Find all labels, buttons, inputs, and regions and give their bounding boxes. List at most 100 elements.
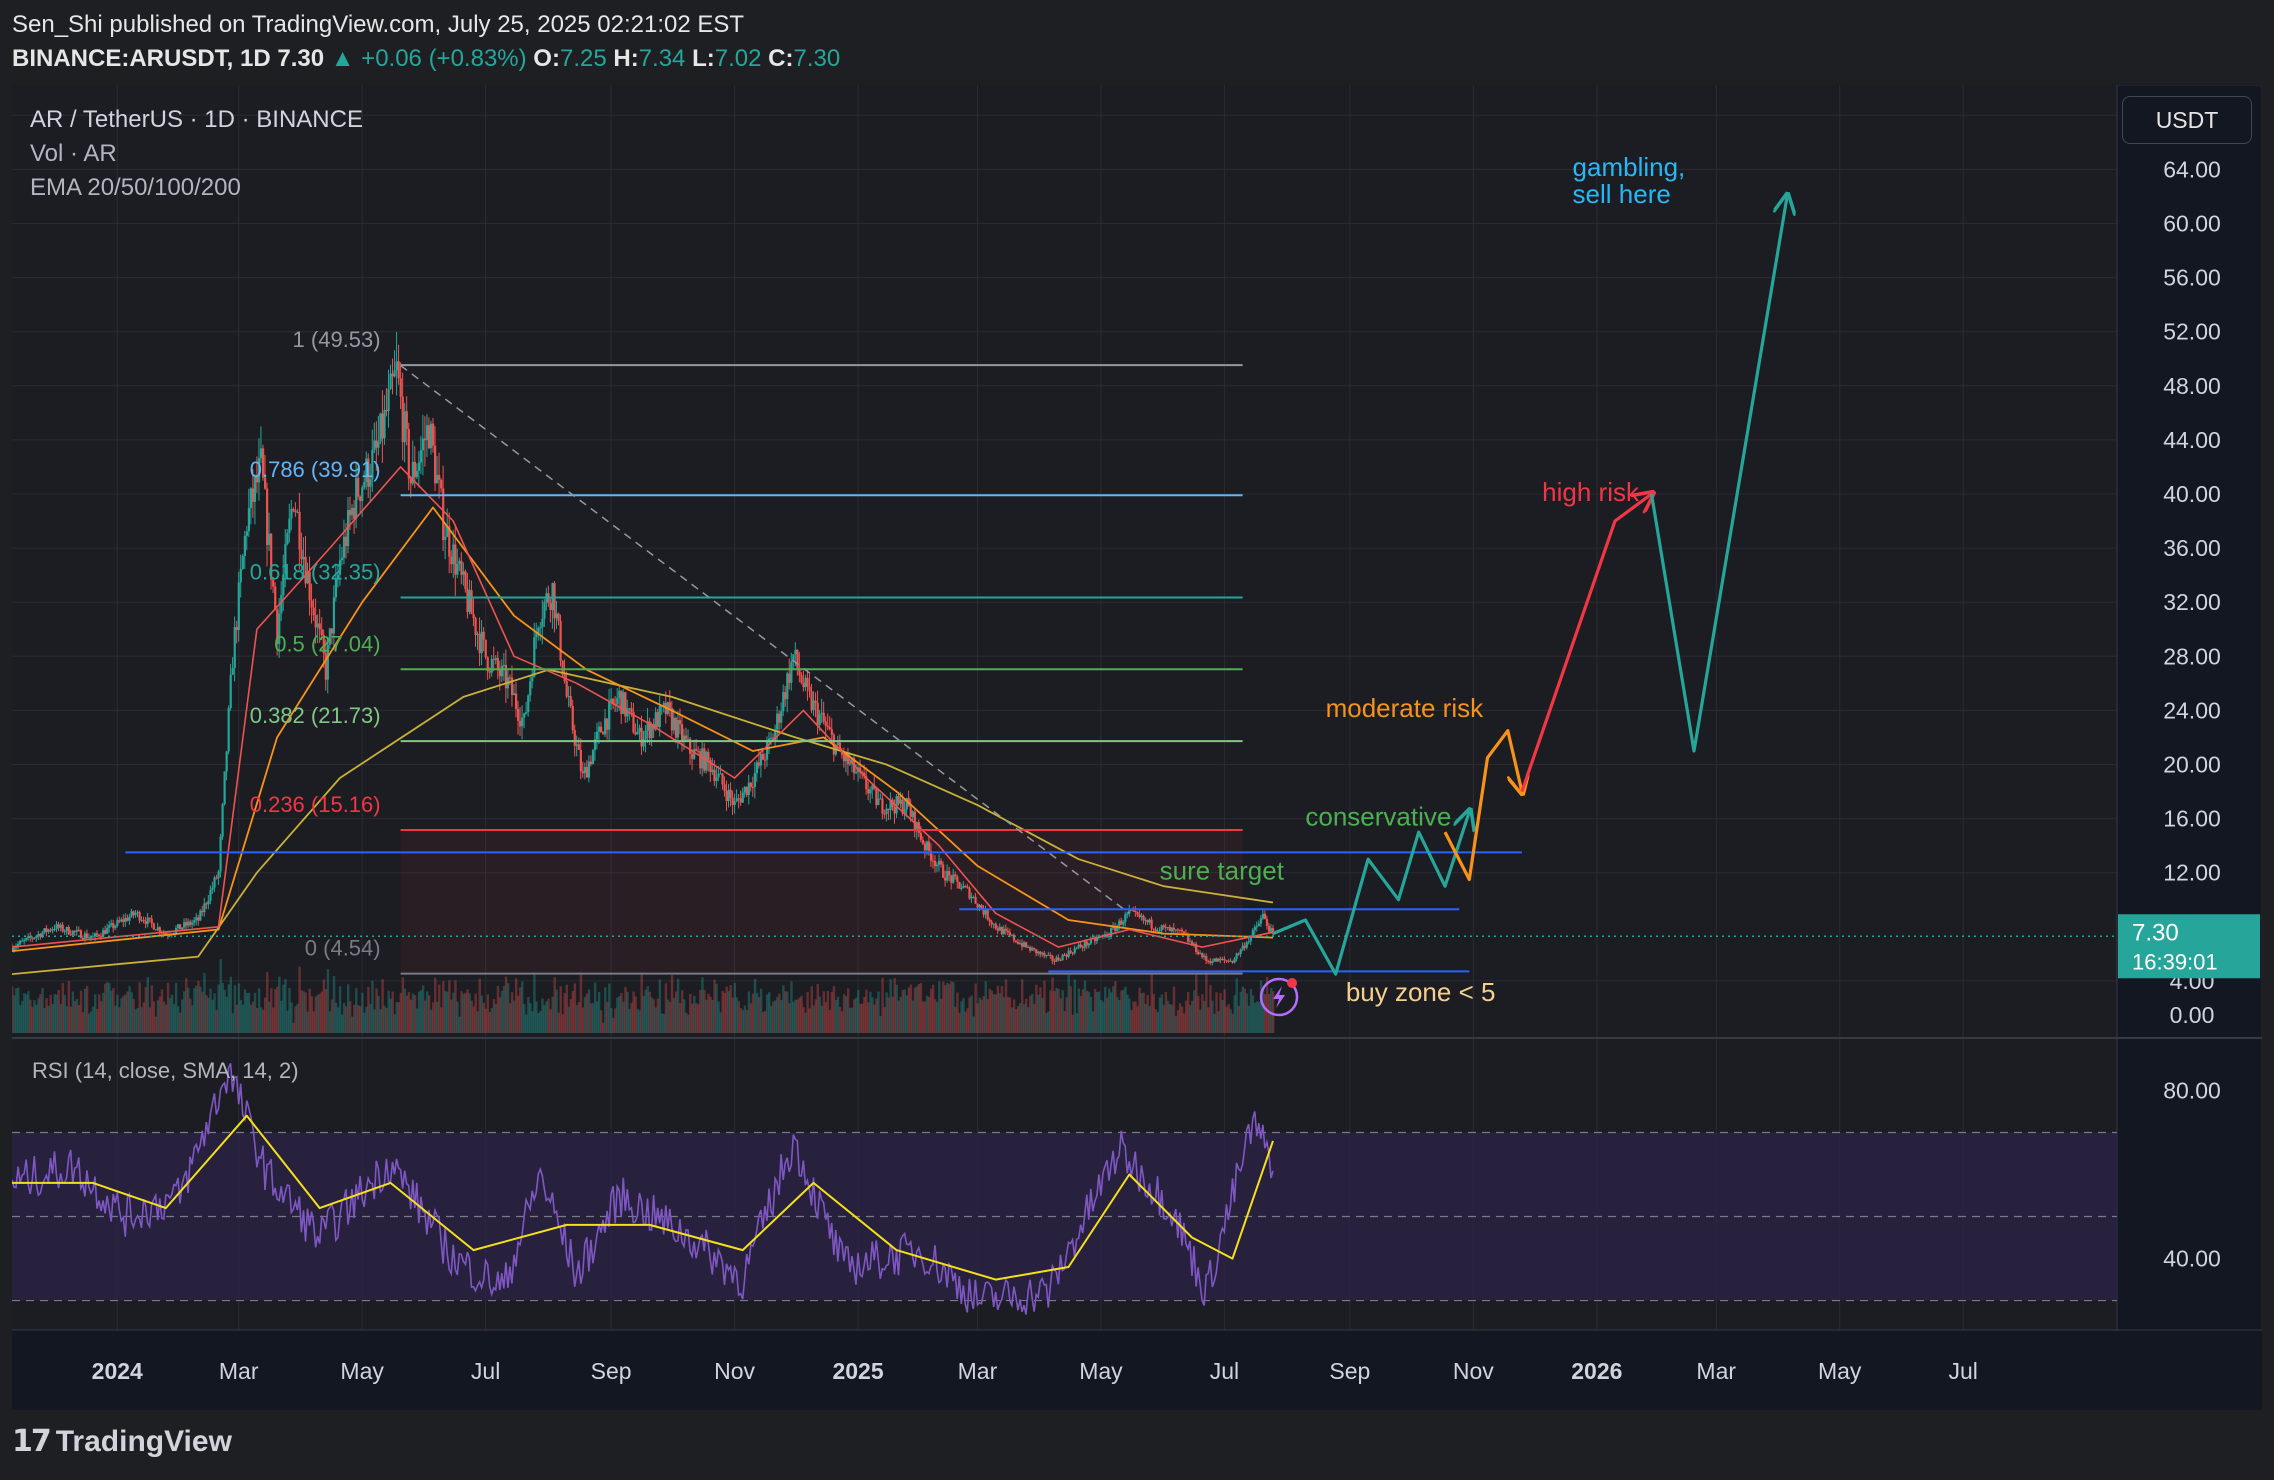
volume-bar <box>533 973 536 1033</box>
volume-bar <box>1219 993 1222 1033</box>
volume-bar <box>298 966 301 1033</box>
candle-body <box>324 653 327 680</box>
candle-body <box>925 841 929 851</box>
volume-bar <box>606 1001 609 1033</box>
volume-bar <box>1085 990 1089 1033</box>
volume-bar <box>897 1000 900 1033</box>
volume-bar <box>927 996 931 1033</box>
currency-unit-button[interactable]: USDT <box>2122 96 2252 144</box>
candle-body <box>610 698 613 702</box>
volume-bar <box>788 1003 791 1033</box>
candle-body <box>541 618 544 628</box>
candle-body <box>1142 915 1145 921</box>
candle-body <box>628 708 631 710</box>
volume-bar <box>1213 1013 1216 1033</box>
price-tick-label: 28.00 <box>2163 643 2221 669</box>
volume-bar <box>49 995 52 1033</box>
volume-bar <box>998 993 1002 1033</box>
candle-body <box>715 777 718 781</box>
volume-bar <box>919 983 923 1033</box>
volume-bar <box>954 1006 957 1033</box>
candle-body <box>75 929 78 932</box>
volume-bar <box>1203 1000 1206 1033</box>
candle-body <box>383 409 386 439</box>
candle-body <box>774 729 777 742</box>
candle-body <box>1257 923 1261 927</box>
candle-body <box>597 726 601 732</box>
volume-bar <box>968 997 971 1033</box>
candle-body <box>183 922 186 928</box>
volume-bar <box>395 1002 398 1033</box>
candle-body <box>1085 941 1088 946</box>
candle-body <box>658 706 661 728</box>
candle-body <box>529 681 532 696</box>
candle-body <box>1045 954 1048 956</box>
volume-bar <box>535 1001 538 1033</box>
volume-bar <box>1267 993 1271 1033</box>
volume-bar <box>980 999 983 1033</box>
volume-bar <box>1000 985 1004 1033</box>
volume-bar <box>940 998 943 1033</box>
volume-bar <box>541 998 544 1033</box>
candle-body <box>685 735 688 740</box>
price-chart[interactable]: 1 (49.53) 0.786 (39.91) 0.618 (32.35) 0.5 (… <box>12 85 2262 1410</box>
volume-bar <box>668 1001 672 1033</box>
volume-bar <box>1047 1011 1050 1033</box>
candle-body <box>243 535 246 556</box>
price-badge-countdown: 16:39:01 <box>2132 949 2218 974</box>
price-badge-value: 7.30 <box>2132 919 2179 946</box>
tradingview-logo[interactable]: 𝟭𝟳 TradingView <box>12 1424 232 1459</box>
volume-bar <box>504 976 508 1033</box>
volume-bar <box>274 989 277 1033</box>
candle-body <box>268 533 271 545</box>
volume-bar <box>338 986 342 1033</box>
candle-body <box>707 751 710 761</box>
candle-body <box>1138 914 1141 918</box>
candle-body <box>181 927 184 930</box>
candle-body <box>865 776 868 790</box>
volume-bar <box>203 973 206 1033</box>
time-tick-label: Mar <box>1696 1358 1736 1384</box>
volume-bar <box>490 1008 494 1033</box>
rsi-legend: RSI (14, close, SMA, 14, 2) <box>32 1058 299 1083</box>
volume-bar <box>812 1005 815 1033</box>
candle-body <box>310 600 313 608</box>
candle-body <box>755 762 759 774</box>
volume-bar <box>407 991 411 1033</box>
candle-body <box>1035 949 1038 954</box>
time-tick-label: Nov <box>1453 1358 1494 1384</box>
candle-body <box>124 917 127 922</box>
candle-body <box>397 361 400 379</box>
volume-bar <box>1025 998 1028 1033</box>
volume-bar <box>618 996 621 1033</box>
volume-bar <box>124 994 127 1033</box>
volume-bar <box>1059 998 1062 1033</box>
candle-body <box>535 633 538 638</box>
candle-body <box>699 751 702 769</box>
candle-body <box>409 478 412 484</box>
volume-bar <box>207 997 210 1033</box>
volume-bar <box>610 1008 613 1033</box>
candle-body <box>1043 952 1046 956</box>
candle-body <box>241 555 244 569</box>
volume-bar <box>282 984 285 1033</box>
volume-bar <box>903 989 907 1033</box>
volume-bar <box>57 989 60 1033</box>
candle-body <box>454 544 457 575</box>
volume-bar <box>1067 974 1070 1033</box>
candle-body <box>804 677 807 688</box>
volume-bar <box>63 994 67 1033</box>
projection-path <box>1649 196 1788 753</box>
candle-body <box>65 927 68 932</box>
volume-bar <box>19 1005 22 1033</box>
candle-body <box>359 496 362 502</box>
volume-bar <box>678 1003 682 1033</box>
candle-body <box>674 717 678 738</box>
volume-bar <box>249 1004 253 1033</box>
candle-body <box>824 721 827 726</box>
candle-body <box>721 773 724 785</box>
plot-area <box>12 85 2117 1330</box>
candle-body <box>921 839 925 844</box>
volume-bar <box>1110 992 1113 1033</box>
candle-body <box>21 940 24 942</box>
